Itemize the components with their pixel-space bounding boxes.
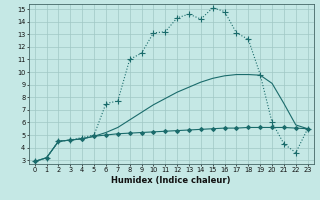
X-axis label: Humidex (Indice chaleur): Humidex (Indice chaleur) — [111, 176, 231, 185]
